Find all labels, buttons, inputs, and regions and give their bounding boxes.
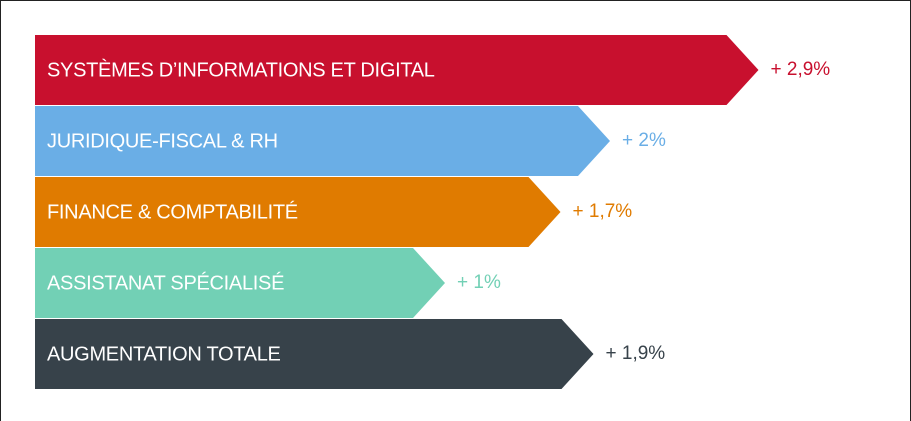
value-label: + 1,9% (606, 343, 666, 364)
value-label: + 1% (457, 272, 501, 293)
category-label: JURIDIQUE-FISCAL & RH (47, 130, 278, 152)
value-label: + 2% (622, 130, 666, 151)
category-label: ASSISTANAT SPÉCIALISÉ (47, 271, 284, 294)
bar (35, 106, 610, 176)
value-label: + 1,7% (573, 201, 633, 222)
value-label: + 2,9% (771, 59, 831, 80)
bar (35, 35, 759, 105)
bar (35, 319, 594, 389)
category-label: FINANCE & COMPTABILITÉ (47, 200, 298, 223)
bar (35, 248, 445, 318)
bar (35, 177, 561, 247)
category-label: SYSTÈMES D’INFORMATIONS ET DIGITAL (47, 58, 435, 81)
category-label: AUGMENTATION TOTALE (47, 343, 281, 365)
